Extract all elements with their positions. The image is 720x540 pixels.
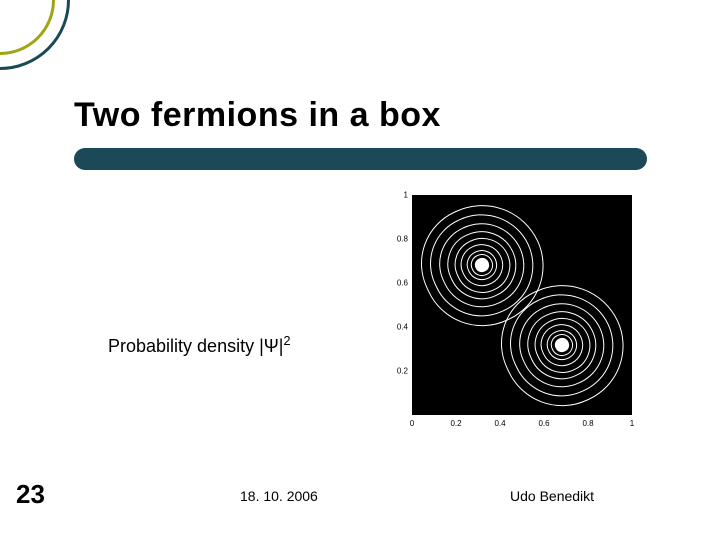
- plot-frame: [412, 195, 632, 415]
- ytick-label: 0.2: [380, 367, 408, 376]
- xtick-label: 0.4: [488, 419, 512, 428]
- footer-date: 18. 10. 2006: [240, 488, 318, 504]
- ytick-label: 1: [380, 191, 408, 200]
- contour-figure: 0.20.40.60.8100.20.40.60.81: [380, 195, 632, 447]
- footer-author: Udo Benedikt: [510, 488, 594, 504]
- figure-caption: Probability density |Ψ|2: [108, 334, 290, 357]
- ytick-label: 0.4: [380, 323, 408, 332]
- xtick-label: 1: [620, 419, 644, 428]
- ytick-label: 0.8: [380, 235, 408, 244]
- xtick-label: 0: [400, 419, 424, 428]
- xtick-label: 0.2: [444, 419, 468, 428]
- page-number: 23: [16, 479, 45, 510]
- xtick-label: 0.8: [576, 419, 600, 428]
- title-underline-bar: [74, 148, 647, 170]
- slide: Two fermions in a box Probability densit…: [0, 0, 720, 540]
- xtick-label: 0.6: [532, 419, 556, 428]
- ytick-label: 0.6: [380, 279, 408, 288]
- slide-title: Two fermions in a box: [74, 96, 441, 135]
- caption-text: Probability density |Ψ|2: [108, 336, 290, 356]
